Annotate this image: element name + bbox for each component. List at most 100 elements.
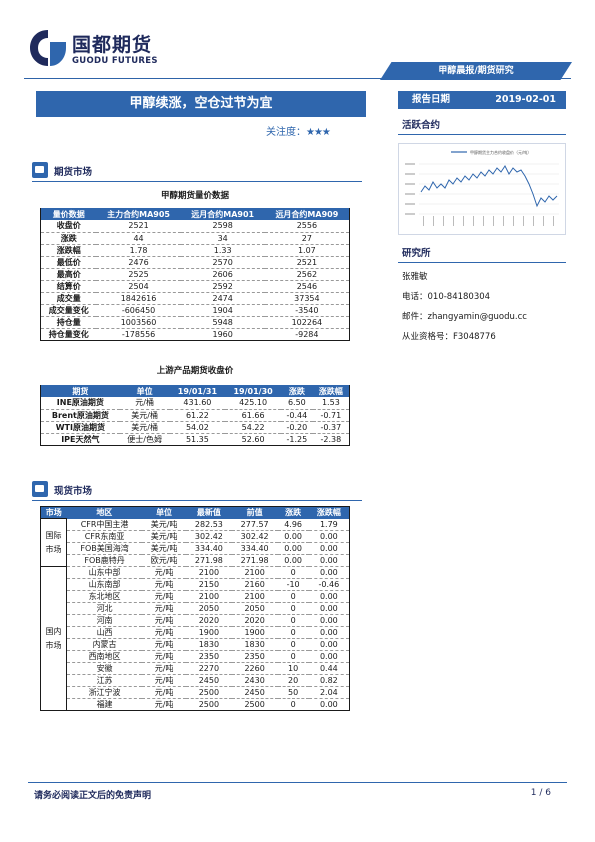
upstream-table-cell: 54.22 — [225, 421, 281, 434]
upstream-table-cell: -0.20 — [280, 421, 313, 434]
spot-table-cell: 山东中部 — [66, 566, 143, 579]
spot-table-cell: 元/吨 — [142, 566, 187, 579]
spot-table-cell: 2450 — [231, 686, 278, 699]
spot-table-row: 福建 元/吨 2500 2500 0 0.00 — [41, 698, 350, 711]
upstream-table-cell: 61.22 — [169, 409, 226, 422]
upstream-table-header-cell: 涨跌 — [280, 385, 313, 397]
spot-table-cell: 2450 — [186, 674, 232, 687]
upstream-table-cell: 431.60 — [169, 397, 226, 410]
spot-table-cell: 2430 — [231, 674, 278, 687]
spot-table-row: FOB鹿特丹 欧元/吨 271.98 271.98 0.00 0.00 — [41, 554, 350, 567]
spot-table-cell: 334.40 — [186, 542, 232, 555]
futures-table-cell: 成交量变化 — [40, 304, 97, 317]
futures-table-cell: 2525 — [96, 268, 181, 281]
spot-table-cell: 2100 — [186, 566, 232, 579]
analyst-email[interactable]: 邮件：zhangyamin@guodu.cc — [402, 312, 527, 322]
spot-table-cell: 元/吨 — [142, 614, 187, 627]
spot-table-row: 河北 元/吨 2050 2050 0 0.00 — [41, 602, 350, 615]
spot-table-cell: 4.96 — [277, 518, 309, 531]
upstream-table-cell: -0.37 — [312, 421, 350, 434]
spot-table-cell: 0.00 — [308, 638, 350, 651]
futures-table-header-cell: 量价数据 — [40, 208, 97, 220]
upstream-table-cell: -0.44 — [280, 409, 313, 422]
spot-table-cell: 2350 — [231, 650, 278, 663]
spot-table-header-cell: 单位 — [142, 506, 187, 519]
spot-table-cell: 0.00 — [308, 554, 350, 567]
footer-disclaimer[interactable]: 请务必阅读正文后的免责声明 — [34, 791, 152, 801]
spot-table-header-cell: 最新值 — [186, 506, 232, 519]
spot-table-cell: 2.04 — [308, 686, 350, 699]
spot-table-cell: CFR中国主港 — [66, 518, 143, 531]
spot-table-cell: 0.00 — [308, 698, 350, 711]
spot-table-cell: 0 — [277, 698, 309, 711]
logo-sub: GUODU FUTURES — [72, 56, 158, 66]
upstream-table-row: WTI原油期货 美元/桶 54.02 54.22 -0.20 -0.37 — [40, 421, 350, 434]
spot-table-cell: 0.82 — [308, 674, 350, 687]
futures-table: 量价数据 主力合约MA905 远月合约MA901 远月合约MA909 收盘价 2521 2… — [40, 208, 350, 341]
futures-table-cell: 5948 — [180, 316, 265, 329]
spot-table-cell: 1.79 — [308, 518, 350, 531]
spot-table-cell: 0.00 — [308, 602, 350, 615]
spot-table-cell: 2050 — [231, 602, 278, 615]
futures-table-cell: 2521 — [264, 256, 350, 269]
futures-table-cell: 1842616 — [96, 292, 181, 305]
futures-section-header: 期货市场 — [32, 162, 362, 182]
spot-table-header-cell: 前值 — [231, 506, 278, 519]
futures-table-cell: 34 — [180, 232, 265, 245]
futures-table-cell: 2570 — [180, 256, 265, 269]
spot-table-cell: 271.98 — [231, 554, 278, 567]
upstream-table-row: Brent原油期货 美元/桶 61.22 61.66 -0.44 -0.71 — [40, 409, 350, 422]
spot-table-cell: 2500 — [231, 698, 278, 711]
chart-line — [420, 165, 558, 208]
upstream-table-cell: 元/桶 — [119, 397, 170, 410]
focus-rating: 关注度：★★★ — [266, 123, 331, 138]
futures-table-cell: 1904 — [180, 304, 265, 317]
spot-table-cell: 元/吨 — [142, 698, 187, 711]
report-type-badge: 甲醇晨报/期货研究 — [380, 62, 572, 80]
futures-table-cell: 2521 — [96, 220, 181, 233]
guodu-logo-icon — [30, 30, 66, 66]
spot-table-cell: 浙江宁波 — [66, 686, 143, 699]
spot-table-cell: 0 — [277, 650, 309, 663]
futures-table-cell: 44 — [96, 232, 181, 245]
upstream-table-cell: 6.50 — [280, 397, 313, 410]
spot-table-cell: 271.98 — [186, 554, 232, 567]
upstream-table-cell: -1.25 — [280, 433, 313, 446]
spot-table-cell: 0.00 — [277, 554, 309, 567]
spot-table-cell: 元/吨 — [142, 626, 187, 639]
analyst-phone: 电话：010-84180304 — [402, 292, 491, 302]
spot-table-row: FOB美国海湾 美元/吨 334.40 334.40 0.00 0.00 — [41, 542, 350, 555]
futures-table-cell: 成交量 — [40, 292, 97, 305]
futures-table-cell: 2598 — [180, 220, 265, 233]
spot-table-cell: 0.00 — [308, 530, 350, 543]
spot-table-cell: 2050 — [186, 602, 232, 615]
futures-table-row: 涨跌幅 1.78 1.33 1.07 — [40, 244, 350, 257]
futures-section-title: 期货市场 — [54, 167, 93, 178]
spot-table-cell: 元/吨 — [142, 650, 187, 663]
upstream-table-cell: 1.53 — [312, 397, 350, 410]
upstream-table-title: 上游产品期货收盘价 — [156, 366, 234, 376]
spot-table-cell: 282.53 — [186, 518, 232, 531]
futures-table-cell: -606450 — [96, 304, 181, 317]
spot-table-cell: 2500 — [186, 698, 232, 711]
spot-table-cell: 西南地区 — [66, 650, 143, 663]
spot-table-row: 西南地区 元/吨 2350 2350 0 0.00 — [41, 650, 350, 663]
spot-section-title: 现货市场 — [54, 486, 93, 497]
futures-table-cell: -178556 — [96, 328, 181, 341]
spot-table-cell: FOB美国海湾 — [66, 542, 143, 555]
upstream-table-header-cell: 单位 — [119, 385, 170, 397]
futures-table-cell: -9284 — [264, 328, 350, 341]
spot-table: 市场 地区 单位 最新值 前值 涨跌 涨跌幅 国际市场 CFR中国主港 美元/吨 282.53 27… — [40, 506, 350, 711]
spot-table-cell: 内蒙古 — [66, 638, 143, 651]
logo-name: 国都期货 — [72, 34, 153, 56]
spot-table-row: 浙江宁波 元/吨 2500 2450 50 2.04 — [41, 686, 350, 699]
upstream-table-cell: INE原油期货 — [40, 397, 120, 410]
futures-table-cell: -3540 — [264, 304, 350, 317]
spot-table-cell: 欧元/吨 — [142, 554, 187, 567]
spot-table-cell: 美元/吨 — [142, 542, 187, 555]
futures-table-cell: 涨跌 — [40, 232, 97, 245]
spot-table-row: CFR东南亚 美元/吨 302.42 302.42 0.00 0.00 — [41, 530, 350, 543]
spot-table-cell: 0 — [277, 566, 309, 579]
analyst-name: 张雅敏 — [402, 272, 428, 282]
upstream-table-cell: WTI原油期货 — [40, 421, 120, 434]
